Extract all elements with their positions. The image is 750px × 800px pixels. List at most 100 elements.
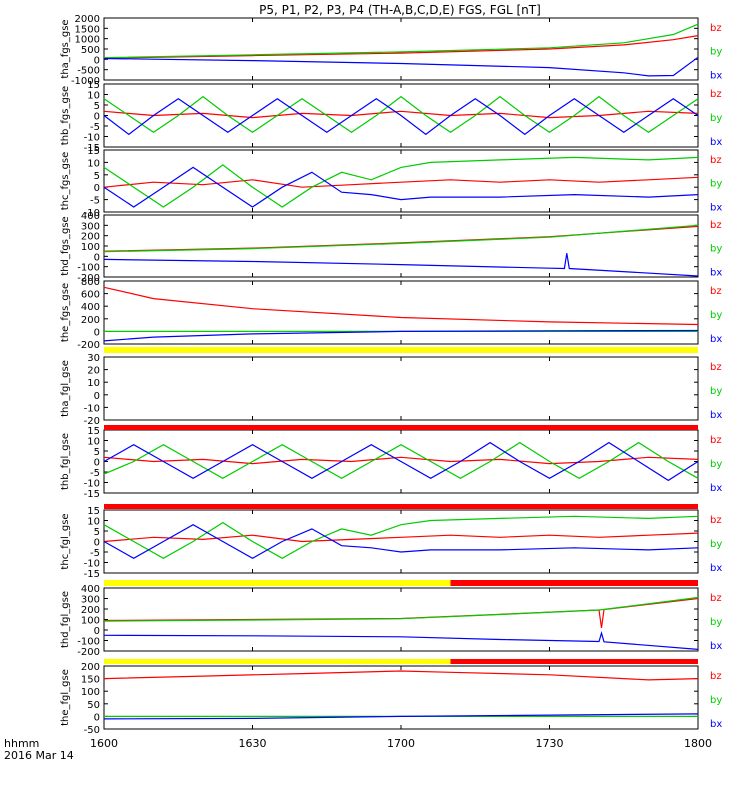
- legend-by: by: [710, 617, 722, 628]
- y-tick-label: 5: [94, 527, 100, 538]
- y-tick-label: -10: [84, 133, 100, 144]
- y-tick-label: 50: [87, 700, 100, 711]
- y-tick-label: 800: [81, 277, 100, 288]
- series-by: [103, 156, 699, 208]
- y-tick-label: 400: [81, 584, 100, 595]
- x-tick-label: 1730: [536, 737, 564, 750]
- series-bz: [103, 35, 699, 59]
- quality-segment: [104, 659, 451, 664]
- y-tick-label: -1000: [71, 76, 100, 87]
- y-axis-label: tha_fgs_gse: [60, 19, 71, 78]
- y-tick-label: -10: [84, 208, 100, 219]
- y-tick-label: 0: [94, 55, 100, 66]
- y-tick-label: 10: [87, 158, 100, 169]
- y-tick-label: 0: [94, 712, 100, 723]
- y-tick-label: 10: [87, 378, 100, 389]
- y-tick-label: 300: [81, 595, 100, 606]
- legend-by: by: [710, 695, 722, 706]
- y-tick-label: -100: [77, 637, 100, 648]
- y-tick-label: 600: [81, 290, 100, 301]
- quality-bar: [104, 580, 698, 586]
- y-tick-label: 0: [94, 112, 100, 123]
- legend-by: by: [710, 47, 722, 58]
- x-tick-label: 1600: [90, 737, 118, 750]
- series-bx: [103, 630, 699, 650]
- y-tick-label: -15: [84, 489, 100, 500]
- quality-segment: [104, 347, 698, 353]
- series-by: [103, 224, 699, 253]
- series-bx: [103, 713, 699, 720]
- y-tick-label: 10: [87, 437, 100, 448]
- y-tick-label: 100: [81, 242, 100, 253]
- series-bx: [103, 166, 699, 208]
- y-tick-label: 1500: [75, 24, 100, 35]
- y-tick-label: 10: [87, 91, 100, 102]
- y-tick-label: 0: [94, 391, 100, 402]
- y-tick-label: 2000: [75, 14, 100, 25]
- series-by: [103, 515, 699, 559]
- y-tick-label: 5: [94, 447, 100, 458]
- series-by: [103, 441, 699, 479]
- legend-bx: bx: [710, 137, 722, 148]
- quality-segment: [104, 504, 698, 509]
- y-tick-label: -5: [90, 548, 100, 559]
- x-tick-label: 1800: [684, 737, 712, 750]
- x-axis-label-line1: hhmm: [4, 737, 39, 750]
- y-tick-label: -5: [90, 468, 100, 479]
- quality-segment: [104, 580, 451, 586]
- legend-bz: bz: [710, 671, 722, 682]
- y-tick-label: 20: [87, 366, 100, 377]
- legend-bz: bz: [710, 155, 722, 166]
- legend-bx: bx: [710, 483, 722, 494]
- y-tick-label: -20: [84, 416, 100, 427]
- quality-bar: [104, 504, 698, 509]
- legend-bx: bx: [710, 202, 722, 213]
- y-axis-label: thb_fgl_gse: [60, 433, 71, 490]
- y-tick-label: 15: [87, 146, 100, 157]
- y-tick-label: -5: [90, 122, 100, 133]
- y-tick-label: 200: [81, 662, 100, 673]
- legend-bx: bx: [710, 410, 722, 421]
- panel-frame: [103, 665, 699, 730]
- panel-frame: [103, 280, 699, 345]
- legend-bz: bz: [710, 362, 722, 373]
- y-axis-label: thd_fgs_gse: [60, 216, 71, 275]
- quality-segment: [450, 659, 698, 664]
- legend-by: by: [710, 113, 722, 124]
- series-bz: [103, 176, 699, 188]
- series-bx: [103, 329, 699, 342]
- y-tick-label: 15: [87, 80, 100, 91]
- series-by: [103, 596, 699, 622]
- y-axis-label: thc_fgs_gse: [60, 152, 71, 211]
- legend-by: by: [710, 459, 722, 470]
- series-by: [103, 23, 699, 59]
- x-axis-label-line2: 2016 Mar 14: [4, 749, 74, 762]
- y-tick-label: 500: [81, 45, 100, 56]
- series-bz: [103, 286, 699, 326]
- legend-by: by: [710, 244, 722, 255]
- legend-bz: bz: [710, 593, 722, 604]
- legend-bx: bx: [710, 267, 722, 278]
- y-tick-label: 0: [94, 327, 100, 338]
- legend-bz: bz: [710, 220, 722, 231]
- y-tick-label: -200: [77, 340, 100, 351]
- panel-frame: [103, 356, 699, 421]
- y-tick-label: 5: [94, 101, 100, 112]
- y-tick-label: 100: [81, 687, 100, 698]
- y-axis-label: the_fgl_gse: [60, 669, 71, 726]
- legend-by: by: [710, 539, 722, 550]
- y-tick-label: 0: [94, 538, 100, 549]
- series-bz: [103, 597, 699, 628]
- y-tick-label: 400: [81, 211, 100, 222]
- x-tick-label: 1700: [387, 737, 415, 750]
- y-tick-label: -200: [77, 647, 100, 658]
- y-tick-label: 1000: [75, 35, 100, 46]
- y-tick-label: -15: [84, 569, 100, 580]
- legend-bx: bx: [710, 563, 722, 574]
- series-bz: [103, 670, 699, 681]
- y-tick-label: -50: [84, 725, 100, 736]
